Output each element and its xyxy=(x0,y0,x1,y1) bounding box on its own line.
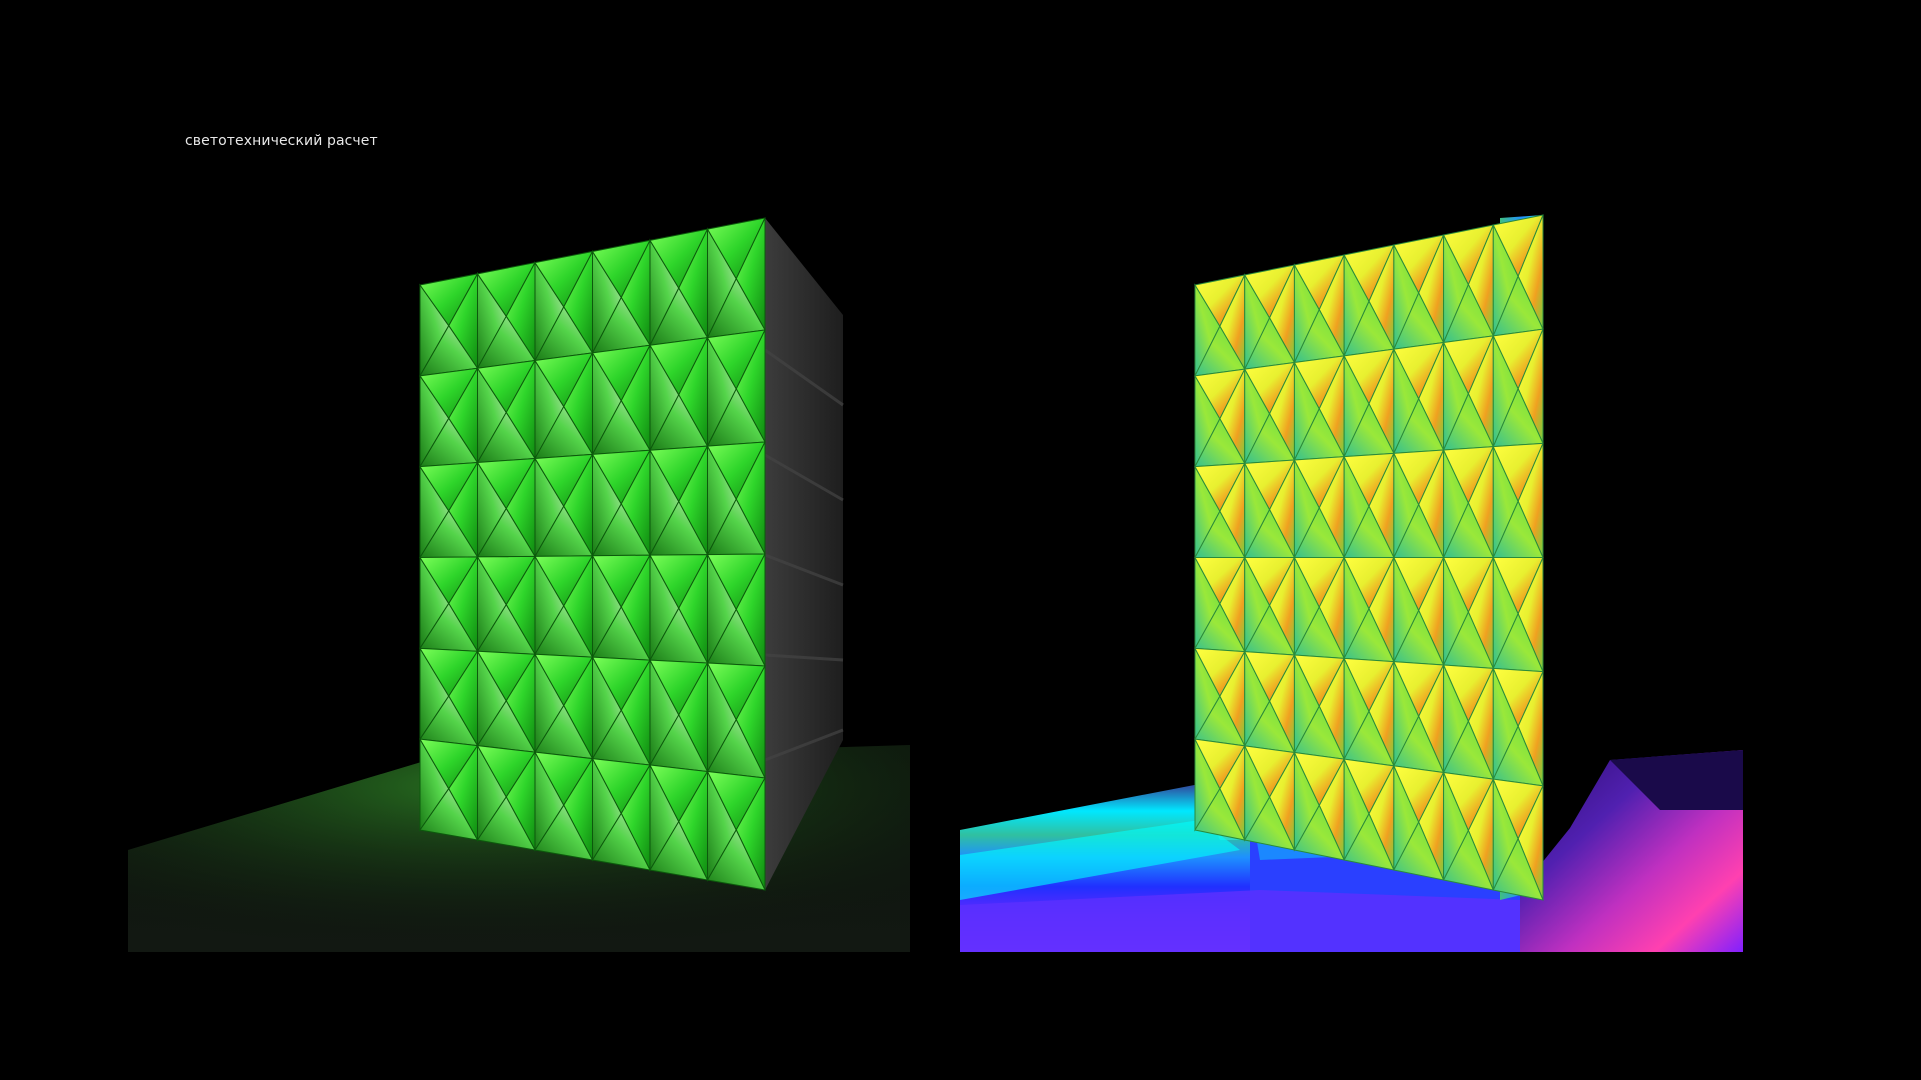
green-facade-panels xyxy=(419,217,766,891)
facade-falsecolor-render xyxy=(960,214,1743,952)
facade-fold-bottom xyxy=(1243,796,1296,851)
facade-render-right xyxy=(960,200,1743,952)
caption-text: светотехнический расчет xyxy=(185,133,378,149)
facade-fold-bottom xyxy=(1343,812,1395,871)
facade-green-render xyxy=(128,217,910,952)
facade-fold-bottom xyxy=(1492,837,1544,901)
facade-fold-bottom xyxy=(649,820,709,881)
facade-fold-bottom xyxy=(476,795,536,851)
falsecolor-facade-panels xyxy=(1194,214,1544,901)
facade-fold-bottom xyxy=(1194,787,1246,841)
facade-fold-bottom xyxy=(419,787,479,841)
facade-render-left xyxy=(128,200,910,952)
facade-fold-bottom xyxy=(706,828,766,891)
facade-fold-bottom xyxy=(591,812,651,871)
facade-fold-bottom xyxy=(1293,804,1346,861)
facade-fold-bottom xyxy=(1393,820,1445,881)
facade-fold-bottom xyxy=(534,804,594,861)
facade-fold-bottom xyxy=(1442,829,1495,891)
